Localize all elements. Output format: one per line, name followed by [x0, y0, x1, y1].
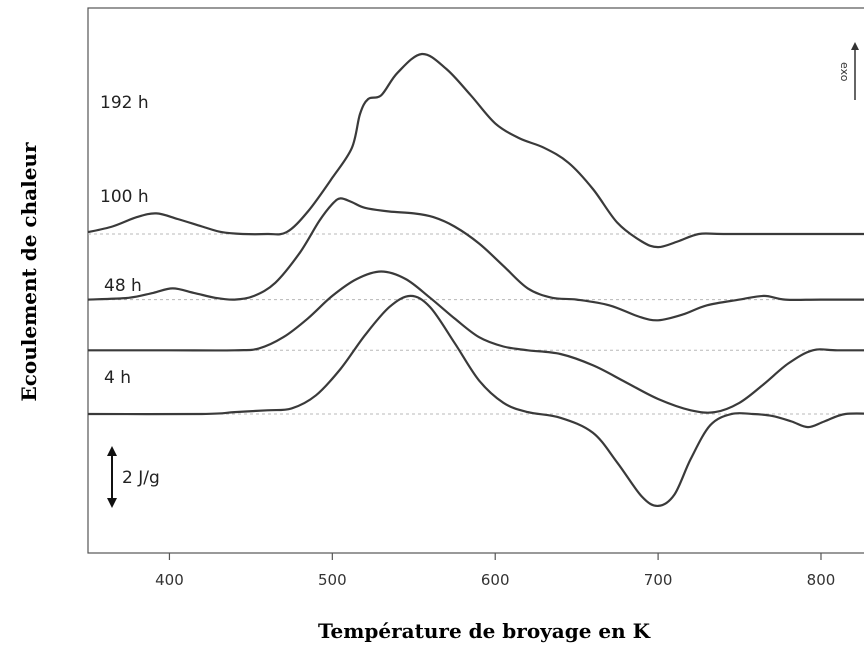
curves — [87, 52, 864, 508]
curve-label-192h: 192 h — [100, 93, 149, 113]
scale-bar-arrow-up-icon — [107, 446, 117, 456]
curve-4h — [87, 294, 864, 508]
curve-48h — [87, 270, 864, 414]
x-tick-label-500: 500 — [318, 571, 347, 589]
x-tick-label-600: 600 — [481, 571, 510, 589]
scale-bar-arrow-down-icon — [107, 498, 117, 508]
scale-bar: 2 J/g — [107, 446, 160, 508]
y-axis-title: Ecoulement de chaleur — [17, 142, 41, 401]
scale-bar-label: 2 J/g — [122, 468, 160, 488]
x-tick-label-700: 700 — [644, 571, 673, 589]
curve-label-100h: 100 h — [100, 187, 149, 207]
x-axis-title: Température de broyage en K — [318, 619, 651, 643]
curve-label-48h: 48 h — [104, 276, 142, 296]
curve-192h — [87, 52, 864, 249]
exo-arrow-up-icon — [851, 42, 859, 50]
curve-100h — [87, 197, 864, 322]
exo-label: exo — [838, 62, 851, 82]
exo-indicator: exo — [838, 42, 859, 100]
curve-labels: 192 h 100 h 48 h 4 h — [100, 93, 149, 388]
x-tick-label-800: 800 — [807, 571, 836, 589]
x-tick-label-400: 400 — [155, 571, 184, 589]
x-ticks: 400 500 600 700 800 — [155, 553, 835, 589]
curve-label-4h: 4 h — [104, 368, 131, 388]
plot-frame — [87, 7, 864, 554]
